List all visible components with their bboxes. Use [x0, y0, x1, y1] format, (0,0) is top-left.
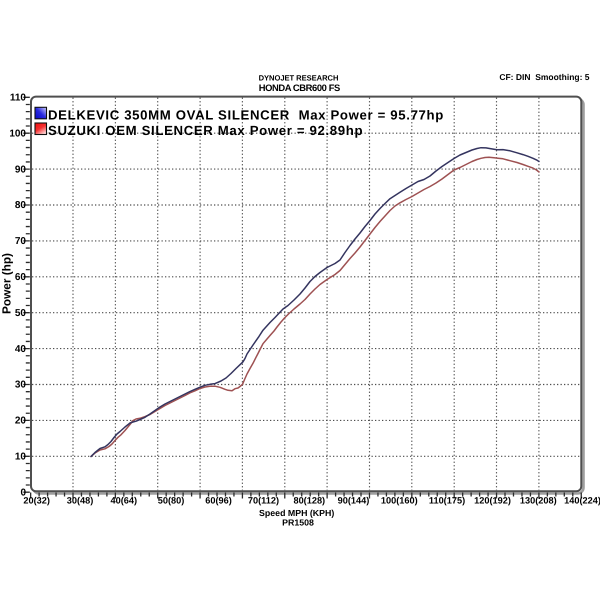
svg-text:130(208): 130(208): [520, 496, 557, 506]
svg-text:90: 90: [15, 164, 27, 175]
svg-text:30: 30: [15, 380, 27, 391]
svg-text:SUZUKI OEM SILENCER Max Power: SUZUKI OEM SILENCER Max Power = 92.89hp: [48, 123, 363, 138]
svg-text:40: 40: [15, 344, 27, 355]
svg-text:CF: DIN Smoothing: 5: CF: DIN Smoothing: 5: [499, 72, 589, 82]
svg-text:110: 110: [10, 93, 27, 104]
svg-text:80(128): 80(128): [293, 496, 325, 506]
svg-text:70: 70: [15, 236, 27, 247]
svg-text:110(175): 110(175): [429, 496, 465, 506]
svg-text:40(64): 40(64): [111, 496, 138, 506]
svg-text:30(48): 30(48): [67, 496, 94, 506]
svg-text:Power (hp): Power (hp): [0, 253, 14, 314]
svg-text:100(160): 100(160): [381, 496, 418, 506]
svg-text:HONDA CBR600 FS: HONDA CBR600 FS: [259, 82, 340, 93]
svg-text:60: 60: [15, 272, 27, 283]
svg-text:10: 10: [15, 452, 27, 463]
svg-text:80: 80: [15, 200, 27, 211]
svg-text:100: 100: [9, 128, 26, 139]
svg-text:50(80): 50(80): [158, 496, 185, 506]
svg-text:Speed MPH (KPH): Speed MPH (KPH): [259, 508, 334, 518]
svg-text:DYNOJET RESEARCH: DYNOJET RESEARCH: [259, 74, 339, 83]
svg-text:70(112): 70(112): [248, 496, 279, 506]
svg-text:20: 20: [15, 416, 27, 427]
svg-text:20(32): 20(32): [23, 496, 50, 506]
svg-text:140(224): 140(224): [564, 496, 600, 506]
svg-text:PR1508: PR1508: [282, 518, 314, 528]
svg-text:120(192): 120(192): [474, 496, 511, 506]
svg-text:0: 0: [20, 487, 26, 498]
svg-text:DELKEVIC 350MM OVAL SILENCER: DELKEVIC 350MM OVAL SILENCER Max Power =…: [48, 107, 444, 122]
svg-text:60(96): 60(96): [205, 496, 232, 506]
svg-text:90(144): 90(144): [338, 496, 370, 506]
svg-text:50: 50: [15, 308, 27, 319]
